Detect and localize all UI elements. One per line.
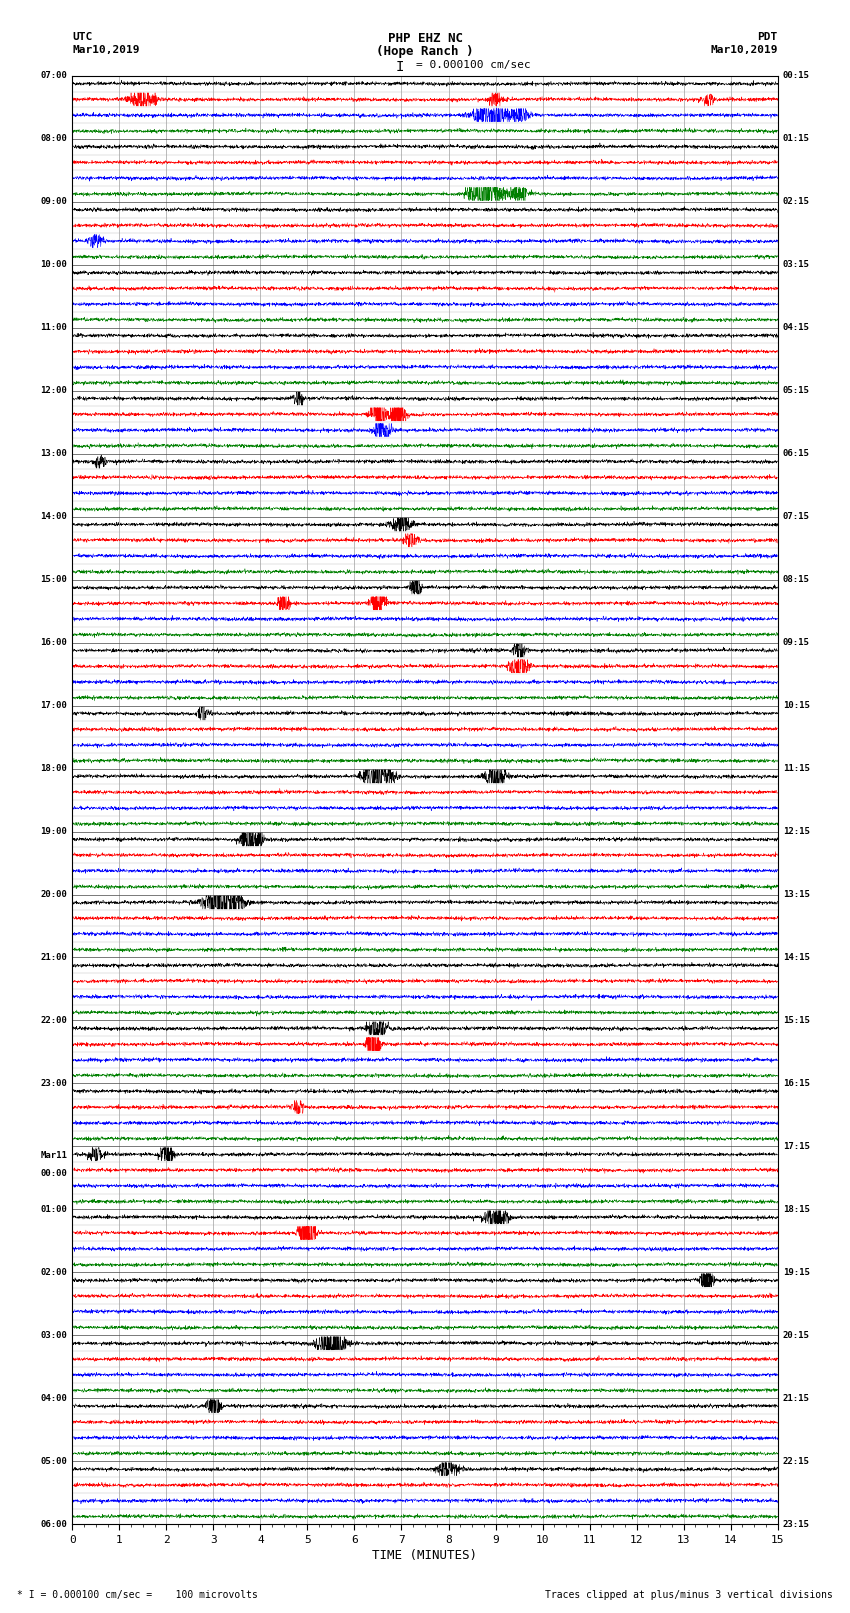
Text: 17:15: 17:15 (783, 1142, 809, 1152)
Text: Traces clipped at plus/minus 3 vertical divisions: Traces clipped at plus/minus 3 vertical … (545, 1590, 833, 1600)
Text: 09:15: 09:15 (783, 639, 809, 647)
Text: 06:15: 06:15 (783, 448, 809, 458)
Text: 20:15: 20:15 (783, 1331, 809, 1340)
Text: Mar10,2019: Mar10,2019 (711, 45, 778, 55)
Text: 01:15: 01:15 (783, 134, 809, 144)
Text: 00:15: 00:15 (783, 71, 809, 81)
Text: 20:00: 20:00 (41, 890, 67, 898)
Text: 12:15: 12:15 (783, 827, 809, 836)
Text: 22:15: 22:15 (783, 1457, 809, 1466)
Text: 05:15: 05:15 (783, 386, 809, 395)
Text: PHP EHZ NC: PHP EHZ NC (388, 32, 462, 45)
Text: 12:00: 12:00 (41, 386, 67, 395)
Text: 08:00: 08:00 (41, 134, 67, 144)
Text: 04:15: 04:15 (783, 323, 809, 332)
Text: 10:00: 10:00 (41, 260, 67, 269)
Text: I: I (395, 60, 404, 74)
Text: 15:15: 15:15 (783, 1016, 809, 1024)
Text: 04:00: 04:00 (41, 1394, 67, 1403)
Text: UTC: UTC (72, 32, 93, 42)
Text: 05:00: 05:00 (41, 1457, 67, 1466)
Text: 21:15: 21:15 (783, 1394, 809, 1403)
Text: 10:15: 10:15 (783, 702, 809, 710)
Text: 16:15: 16:15 (783, 1079, 809, 1087)
Text: 06:00: 06:00 (41, 1519, 67, 1529)
Text: (Hope Ranch ): (Hope Ranch ) (377, 45, 473, 58)
Text: 23:15: 23:15 (783, 1519, 809, 1529)
Text: 23:00: 23:00 (41, 1079, 67, 1087)
Text: 16:00: 16:00 (41, 639, 67, 647)
Text: 01:00: 01:00 (41, 1205, 67, 1215)
Text: Mar11: Mar11 (41, 1152, 67, 1160)
Text: 08:15: 08:15 (783, 576, 809, 584)
Text: 13:15: 13:15 (783, 890, 809, 898)
Text: PDT: PDT (757, 32, 778, 42)
Text: Mar10,2019: Mar10,2019 (72, 45, 139, 55)
Text: 18:00: 18:00 (41, 765, 67, 773)
Text: * I = 0.000100 cm/sec =    100 microvolts: * I = 0.000100 cm/sec = 100 microvolts (17, 1590, 258, 1600)
Text: 07:00: 07:00 (41, 71, 67, 81)
Text: 22:00: 22:00 (41, 1016, 67, 1024)
Text: 00:00: 00:00 (41, 1168, 67, 1177)
Text: 13:00: 13:00 (41, 448, 67, 458)
Text: 03:00: 03:00 (41, 1331, 67, 1340)
Text: 11:15: 11:15 (783, 765, 809, 773)
Text: 11:00: 11:00 (41, 323, 67, 332)
Text: 17:00: 17:00 (41, 702, 67, 710)
Text: 07:15: 07:15 (783, 513, 809, 521)
Text: 02:15: 02:15 (783, 197, 809, 206)
Text: 14:15: 14:15 (783, 953, 809, 961)
Text: 18:15: 18:15 (783, 1205, 809, 1215)
Text: 21:00: 21:00 (41, 953, 67, 961)
Text: 19:00: 19:00 (41, 827, 67, 836)
X-axis label: TIME (MINUTES): TIME (MINUTES) (372, 1548, 478, 1561)
Text: 19:15: 19:15 (783, 1268, 809, 1277)
Text: 03:15: 03:15 (783, 260, 809, 269)
Text: 02:00: 02:00 (41, 1268, 67, 1277)
Text: = 0.000100 cm/sec: = 0.000100 cm/sec (416, 60, 531, 69)
Text: 15:00: 15:00 (41, 576, 67, 584)
Text: 09:00: 09:00 (41, 197, 67, 206)
Text: 14:00: 14:00 (41, 513, 67, 521)
